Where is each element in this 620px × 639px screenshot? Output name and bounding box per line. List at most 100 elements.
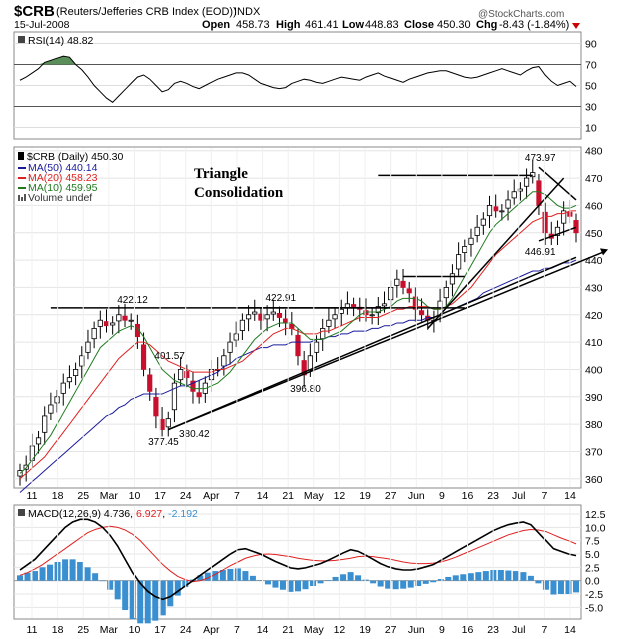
macd-hist-bar bbox=[325, 580, 332, 581]
index-name: (Reuters/Jefferies CRB Index (EOD)) bbox=[56, 6, 237, 18]
macd-hist-bar bbox=[512, 571, 519, 581]
rsi-line bbox=[19, 55, 577, 103]
macd-hist-bar bbox=[557, 580, 564, 594]
candle-body bbox=[307, 355, 313, 371]
rsi-tick-label: 30 bbox=[585, 102, 597, 114]
x-tick-label: May bbox=[304, 624, 325, 636]
candle-body bbox=[443, 287, 449, 299]
macd-hist-bar bbox=[122, 580, 129, 610]
macd-hist-bar bbox=[129, 580, 136, 620]
candle-body bbox=[178, 369, 184, 381]
x-tick-label: 11 bbox=[27, 490, 38, 502]
rsi-tick-label: 10 bbox=[585, 123, 597, 135]
x-tick-label: Mar bbox=[100, 624, 119, 636]
price-legend: $CRB (Daily) 450.30 MA(50) 440.14 MA(20)… bbox=[18, 151, 123, 204]
candle-body bbox=[511, 191, 517, 199]
header-date: 15-Jul-2008 bbox=[14, 19, 70, 31]
macd-hist-bar bbox=[377, 580, 384, 587]
candle-body bbox=[283, 318, 289, 324]
macd-hist-bar bbox=[242, 571, 249, 581]
signal-value: 6.927 bbox=[136, 508, 162, 520]
price-legend-bar-icon bbox=[18, 152, 24, 160]
x-tick-label: 12 bbox=[334, 490, 346, 502]
x-tick-label: 7 bbox=[541, 490, 547, 502]
macd-label: MACD(12,26,9) 4.736, 6.927, -2.192 bbox=[28, 508, 198, 520]
macd-panel-frame bbox=[13, 504, 582, 620]
candle-body bbox=[295, 334, 301, 357]
candle-body bbox=[239, 319, 245, 331]
candle-body bbox=[103, 321, 110, 327]
candle-body bbox=[190, 380, 196, 392]
candle-body bbox=[320, 328, 326, 340]
macd-hist-bar bbox=[234, 568, 241, 581]
candle-body bbox=[73, 369, 79, 376]
candle-body bbox=[573, 220, 579, 234]
candle-body bbox=[66, 377, 73, 383]
x-tick-label: 14 bbox=[564, 624, 576, 636]
candle-body bbox=[97, 319, 103, 327]
macd-hist-bar bbox=[279, 580, 286, 590]
low-label: Low bbox=[342, 19, 364, 31]
candle-body bbox=[245, 314, 252, 320]
candle-body bbox=[116, 314, 122, 322]
x-tick-label: Jul bbox=[512, 624, 525, 636]
candle-body bbox=[60, 382, 66, 394]
price-tick-label: 440 bbox=[585, 255, 603, 267]
macd-hist-bar bbox=[257, 580, 264, 581]
macd-hist-bar bbox=[460, 574, 467, 581]
price-tick-label: 470 bbox=[585, 173, 603, 185]
macd-hist-bar bbox=[355, 575, 362, 581]
x-tick-label: 25 bbox=[77, 490, 89, 502]
macd-tick-label: 5.0 bbox=[585, 549, 600, 561]
candle-body bbox=[270, 311, 276, 315]
legend-ma10: MA(10) 459.95 bbox=[28, 182, 98, 194]
candle-body bbox=[264, 314, 270, 320]
macd-hist-bar bbox=[144, 580, 151, 624]
macd-tick-label: 12.5 bbox=[585, 509, 606, 521]
macd-hist-bar bbox=[317, 580, 324, 584]
price-point-label: 422.91 bbox=[265, 293, 296, 304]
candle-body bbox=[165, 418, 171, 428]
price-point-label: 396.80 bbox=[290, 384, 321, 395]
high-label: High bbox=[276, 19, 301, 31]
macd-value: 4.736 bbox=[104, 508, 130, 520]
x-tick-label: 18 bbox=[52, 624, 64, 636]
candle-body bbox=[48, 404, 54, 414]
macd-hist-bar bbox=[212, 571, 219, 581]
rsi-legend-bar-icon bbox=[18, 36, 25, 43]
x-tick-label: 7 bbox=[234, 624, 240, 636]
x-tick-label: 16 bbox=[462, 624, 474, 636]
candle-body bbox=[79, 355, 85, 367]
candle-body bbox=[400, 280, 406, 288]
high-value: 461.41 bbox=[305, 19, 339, 31]
macd-hist-bar bbox=[392, 580, 399, 590]
candle-body bbox=[505, 199, 511, 209]
price-tick-label: 360 bbox=[585, 474, 603, 486]
macd-hist-bar bbox=[565, 580, 572, 594]
x-tick-label: 10 bbox=[129, 490, 141, 502]
candle-body bbox=[468, 237, 474, 245]
chg-label: Chg bbox=[476, 19, 497, 31]
candle-body bbox=[134, 323, 140, 338]
price-tick-label: 480 bbox=[585, 146, 603, 158]
candle-body bbox=[252, 311, 258, 315]
x-tick-label: 21 bbox=[282, 624, 294, 636]
legend-price: $CRB (Daily) 450.30 bbox=[27, 151, 123, 163]
macd-hist-bar bbox=[249, 575, 256, 581]
price-tick-label: 390 bbox=[585, 392, 603, 404]
annotation-triangle: Triangle bbox=[194, 166, 248, 182]
candle-body bbox=[350, 304, 357, 307]
candle-body bbox=[42, 415, 48, 433]
x-tick-label: 17 bbox=[154, 624, 166, 636]
watermark: @StockCharts.com bbox=[478, 9, 564, 20]
macd-tick-label: 7.5 bbox=[585, 536, 600, 548]
macd-hist-bar bbox=[467, 573, 474, 581]
price-tick-label: 460 bbox=[585, 200, 603, 212]
macd-hist-bar bbox=[62, 559, 69, 581]
macd-hist-bar bbox=[310, 580, 317, 586]
macd-hist-bar bbox=[542, 580, 549, 590]
x-tick-label: 18 bbox=[52, 490, 64, 502]
legend-volume-bar-icon bbox=[18, 194, 26, 201]
candle-body bbox=[233, 333, 239, 341]
